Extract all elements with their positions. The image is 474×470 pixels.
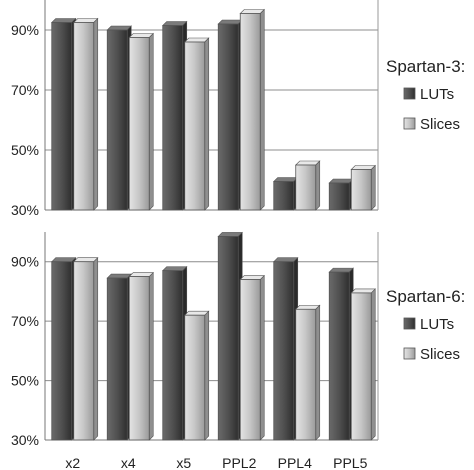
bar-side-bevel — [148, 32, 154, 211]
bar-luts-x5 — [162, 265, 188, 441]
bar-side-bevel — [370, 164, 376, 211]
bar-face — [73, 261, 95, 441]
bar-face — [106, 277, 128, 441]
bar-luts-ppl4 — [273, 256, 299, 441]
bar-slices-x4 — [128, 32, 154, 211]
y-tick-label: 90% — [11, 254, 39, 270]
y-tick-label: 70% — [11, 313, 39, 329]
bar-slices-ppl2 — [239, 8, 265, 211]
bar-side-bevel — [204, 310, 210, 441]
bar-slices-x2 — [73, 17, 99, 211]
bar-luts-x2 — [51, 17, 77, 211]
bar-slices-ppl4 — [295, 160, 321, 211]
bar-slices-ppl4 — [295, 304, 321, 441]
bar-face — [184, 314, 206, 441]
bar-face — [350, 169, 372, 211]
legend-label-slices: Slices — [420, 116, 460, 133]
y-tick-label: 30% — [11, 202, 39, 218]
bar-slices-x5 — [184, 310, 210, 441]
bar-slices-ppl5 — [350, 164, 376, 211]
y-tick-label: 70% — [11, 82, 39, 98]
bar-luts-ppl5 — [328, 267, 354, 441]
y-tick-label: 30% — [11, 432, 39, 448]
bar-face — [328, 182, 350, 211]
bar-face — [350, 292, 372, 441]
bar-side-bevel — [370, 288, 376, 441]
bar-face — [217, 236, 239, 441]
bar-face — [328, 271, 350, 441]
x-tick-label: PPL5 — [333, 455, 367, 470]
bar-side-bevel — [148, 271, 154, 441]
bar-side-bevel — [315, 304, 321, 441]
bar-face — [184, 41, 206, 211]
bar-face — [295, 308, 317, 441]
bar-slices-x2 — [73, 256, 99, 441]
x-tick-label: x2 — [65, 455, 80, 470]
x-tick-label: x4 — [121, 455, 136, 470]
bar-face — [217, 23, 239, 211]
chart-panel-1: 30% 50% 70% 90% Spartan-3: LUTs Slices — [11, 0, 465, 218]
bar-side-bevel — [93, 17, 99, 211]
legend-swatch-slices — [403, 347, 416, 360]
bar-face — [51, 261, 73, 441]
bar-face — [295, 164, 317, 211]
bar-face — [273, 261, 295, 441]
bar-luts-ppl2 — [217, 19, 243, 211]
bar-slices-x5 — [184, 37, 210, 211]
bar-luts-ppl5 — [328, 178, 354, 211]
y-tick-label: 90% — [11, 22, 39, 38]
y-tick-label: 50% — [11, 373, 39, 389]
bar-face — [239, 13, 261, 211]
legend-swatch-luts — [403, 317, 416, 330]
bar-slices-x4 — [128, 271, 154, 441]
bar-luts-x4 — [106, 273, 132, 441]
bar-side-bevel — [259, 8, 265, 211]
bar-face — [273, 181, 295, 211]
x-tick-label: PPL2 — [222, 455, 256, 470]
legend-title: Spartan-3: — [386, 57, 465, 76]
legend-label-slices: Slices — [420, 346, 460, 363]
legend: Spartan-3: LUTs Slices — [386, 57, 465, 133]
bar-side-bevel — [204, 37, 210, 211]
bar-slices-ppl5 — [350, 288, 376, 441]
bar-face — [128, 276, 150, 441]
bar-face — [128, 37, 150, 211]
chart-panel-2: 30% 50% 70% 90% x2 x4 x5 PPL2 PPL4 PPL5 Spartan-6:… — [11, 231, 465, 470]
legend: Spartan-6: LUTs Slices — [386, 287, 465, 363]
bar-side-bevel — [93, 256, 99, 441]
bar-luts-x2 — [51, 256, 77, 441]
bar-luts-ppl2 — [217, 231, 243, 441]
x-tick-label: x5 — [176, 455, 191, 470]
bar-luts-x4 — [106, 25, 132, 211]
bar-luts-x5 — [162, 20, 188, 211]
bar-face — [106, 29, 128, 211]
bar-face — [73, 22, 95, 211]
bar-face — [162, 270, 184, 441]
x-tick-label: PPL4 — [278, 455, 312, 470]
bar-face — [162, 25, 184, 211]
bar-luts-ppl4 — [273, 176, 299, 211]
legend-swatch-luts — [403, 87, 416, 100]
bar-side-bevel — [259, 274, 265, 441]
legend-label-luts: LUTs — [420, 316, 454, 333]
bar-slices-ppl2 — [239, 274, 265, 441]
legend-label-luts: LUTs — [420, 86, 454, 103]
bar-face — [51, 22, 73, 211]
bar-face — [239, 279, 261, 441]
bar-side-bevel — [315, 160, 321, 211]
legend-title: Spartan-6: — [386, 287, 465, 306]
legend-swatch-slices — [403, 117, 416, 130]
y-tick-label: 50% — [11, 142, 39, 158]
